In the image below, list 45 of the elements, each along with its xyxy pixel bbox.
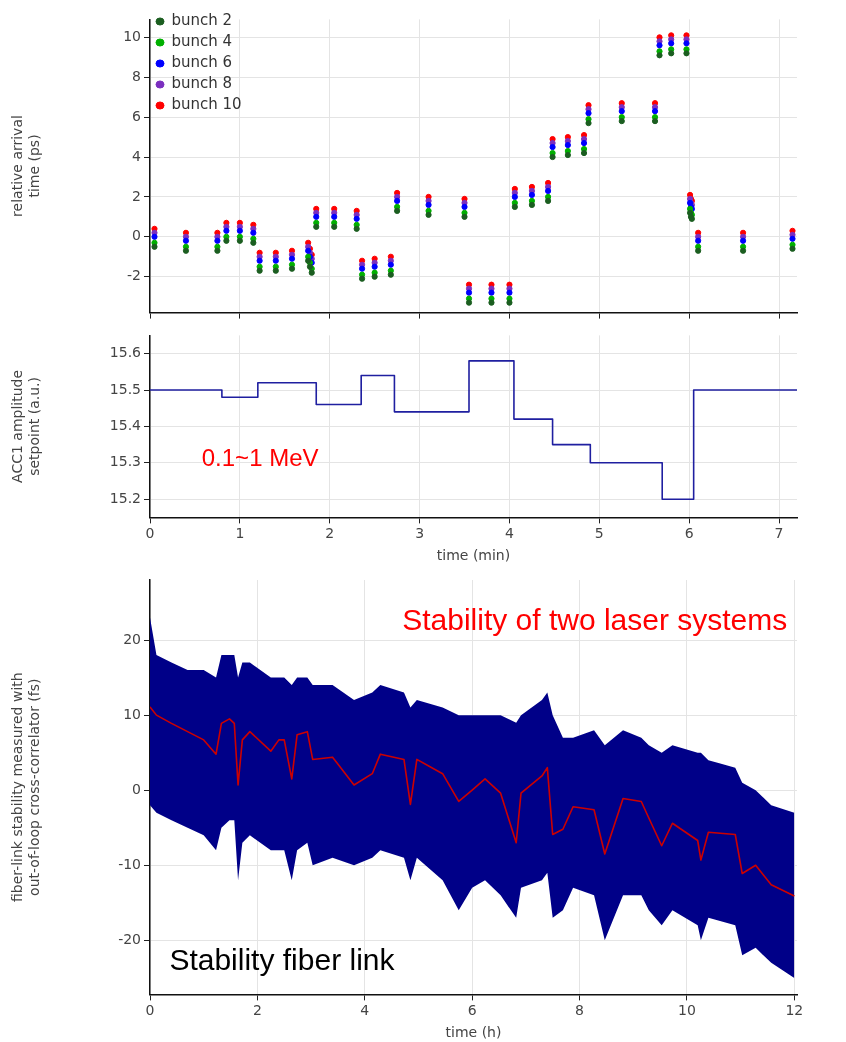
x-tick-label: 2 <box>252 1002 262 1019</box>
annotation: Stability fiber link <box>169 942 396 976</box>
legend-label: bunch 10 <box>171 95 242 114</box>
x-tick-label: 2 <box>325 525 335 542</box>
legend-label: bunch 6 <box>171 53 233 72</box>
y-axis-title: ACC1 amplitude setpoint (a.u.) <box>9 369 42 483</box>
legend-label: bunch 8 <box>171 74 233 93</box>
x-tick-label: 5 <box>594 525 604 542</box>
x-tick-label: 7 <box>774 525 784 542</box>
y-tick-label: 0 <box>132 227 141 244</box>
x-tick-label: 8 <box>575 1002 584 1019</box>
legend-label: bunch 4 <box>171 32 233 51</box>
y-tick-label: 6 <box>132 107 142 124</box>
y-tick-label: 15.6 <box>109 344 142 361</box>
x-axis-title: time (h) <box>445 1024 502 1041</box>
y-tick-label: 10 <box>123 27 141 44</box>
y-tick-label: 10 <box>123 705 141 722</box>
y-axis-title: relative arrival time (ps) <box>9 115 42 217</box>
y-tick-label: 15.4 <box>109 417 142 434</box>
y-tick-label: 15.3 <box>109 453 141 470</box>
x-tick-label: 3 <box>415 525 425 542</box>
y-tick-label: 2 <box>132 187 141 204</box>
y-tick-label: 20 <box>123 630 141 647</box>
legend-label: bunch 2 <box>171 11 233 30</box>
x-tick-label: 6 <box>467 1002 477 1019</box>
y-tick-label: 8 <box>132 67 141 84</box>
x-tick-label: 4 <box>360 1002 370 1019</box>
x-axis-title: time (min) <box>436 547 511 564</box>
annotation: Stability of two laser systems <box>402 602 788 636</box>
y-tick-label: 0 <box>132 780 141 797</box>
x-tick-label: 0 <box>145 1002 155 1019</box>
y-tick-label: -2 <box>127 267 141 284</box>
y-tick-label: 15.2 <box>109 489 141 506</box>
x-tick-label: 4 <box>504 525 514 542</box>
y-tick-label: -20 <box>118 930 141 947</box>
x-tick-label: 12 <box>785 1002 804 1019</box>
x-tick-label: 1 <box>235 525 245 542</box>
annotation: 0.1~1 MeV <box>201 443 319 471</box>
y-tick-label: 4 <box>132 147 142 164</box>
x-tick-label: 10 <box>678 1002 696 1019</box>
y-axis-title: fiber-link stability measured with out-of-loop cross-correlator (fs) <box>9 672 42 903</box>
y-tick-label: -10 <box>118 855 141 872</box>
x-tick-label: 0 <box>145 525 155 542</box>
y-tick-label: 15.5 <box>109 380 141 397</box>
x-tick-label: 6 <box>684 525 694 542</box>
